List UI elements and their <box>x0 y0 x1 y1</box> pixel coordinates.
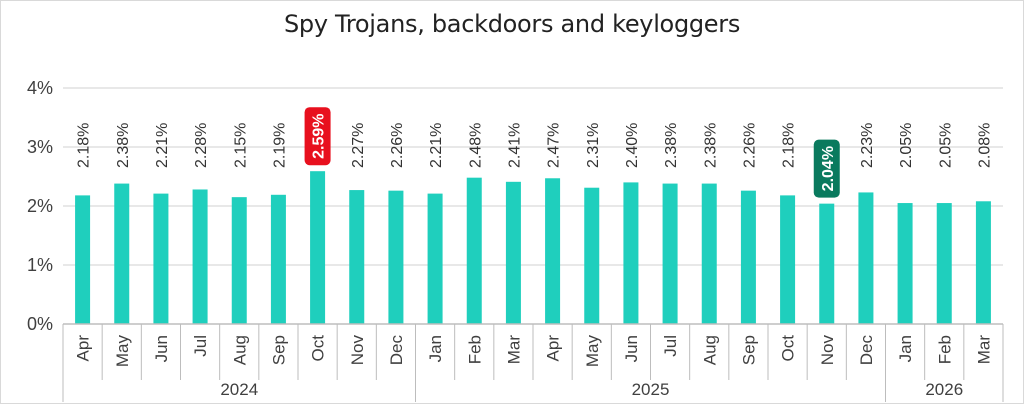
data-label: 2.31% <box>585 123 602 168</box>
x-tick-label: Dec <box>857 335 876 366</box>
highlight-label-box <box>813 139 840 198</box>
x-tick-label: Sep <box>269 335 288 365</box>
data-label: 2.41% <box>506 123 523 168</box>
bar <box>270 194 286 324</box>
bar <box>584 187 600 324</box>
bar <box>466 177 482 324</box>
gridlines <box>63 87 1003 266</box>
x-axis: Apr May Jun Jul Aug Sep Oct Nov Dec Jan Feb Mar Apr M… <box>62 323 1004 402</box>
y-tick-label: 3% <box>27 137 53 157</box>
data-label: 2.08% <box>976 123 993 168</box>
data-label: 2.38% <box>115 123 132 168</box>
bar <box>740 190 756 324</box>
data-label: 2.05% <box>898 123 915 168</box>
data-label: 2.21% <box>428 123 445 168</box>
bar <box>427 193 443 324</box>
bar <box>897 203 913 324</box>
data-labels: 2.18% 2.38% 2.21% 2.28% 2.15% 2.19% 2.59% 2.27%… <box>76 107 993 198</box>
y-tick-label: 2% <box>27 196 53 216</box>
data-label: 2.04% <box>820 146 837 191</box>
data-label: 2.18% <box>781 123 798 168</box>
bar <box>153 193 169 324</box>
x-tick-label: Aug <box>700 335 719 365</box>
data-label: 2.40% <box>624 123 641 168</box>
x-tick-label: Jun <box>152 335 171 362</box>
data-label: 2.26% <box>741 123 758 168</box>
bar <box>819 203 835 324</box>
bar <box>662 183 678 324</box>
data-label: 2.48% <box>467 123 484 168</box>
data-label: 2.28% <box>193 123 210 168</box>
data-label: 2.26% <box>389 123 406 168</box>
y-axis-ticks: 0% 1% 2% 3% 4% <box>27 78 53 334</box>
x-tick-label: Aug <box>230 335 249 365</box>
bar <box>936 203 952 324</box>
bar <box>623 182 639 324</box>
x-tick-label: Nov <box>348 335 367 366</box>
x-tick-label: Feb <box>465 335 484 364</box>
bar <box>349 190 365 324</box>
x-tick-label: May <box>113 335 132 368</box>
data-label: 2.27% <box>350 123 367 168</box>
x-tick-label: Dec <box>387 335 406 366</box>
x-tick-label: Apr <box>74 335 93 362</box>
chart-title: Spy Trojans, backdoors and keyloggers <box>283 10 741 38</box>
bar <box>114 183 130 324</box>
highlight-label-group: 2.59% <box>304 107 331 166</box>
bar <box>75 195 91 324</box>
x-tick-label: Feb <box>935 335 954 364</box>
bar <box>231 197 247 324</box>
x-tick-label: Apr <box>544 335 563 362</box>
year-label: 2026 <box>925 380 963 399</box>
x-tick-label: Jun <box>622 335 641 362</box>
x-tick-label: Mar <box>504 335 523 365</box>
bar <box>780 195 796 324</box>
x-tick-label: Jan <box>896 335 915 362</box>
bar <box>975 201 991 324</box>
x-tick-label: Oct <box>779 335 798 362</box>
year-label: 2024 <box>220 380 258 399</box>
x-tick-label: Sep <box>739 335 758 365</box>
data-label: 2.23% <box>859 123 876 168</box>
data-label: 2.38% <box>702 123 719 168</box>
x-tick-label: May <box>583 335 602 368</box>
bar <box>192 189 208 324</box>
data-label: 2.05% <box>937 123 954 168</box>
x-tick-label: Jan <box>426 335 445 362</box>
y-tick-label: 1% <box>27 255 53 275</box>
highlight-label-group: 2.04% <box>813 139 840 198</box>
bar <box>505 181 521 324</box>
x-tick-label: Jul <box>191 335 210 357</box>
bar <box>310 171 326 324</box>
highlight-label-box <box>304 107 331 166</box>
y-tick-label: 4% <box>27 78 53 98</box>
data-label: 2.59% <box>311 114 328 159</box>
x-tick-label: Jul <box>661 335 680 357</box>
bars <box>75 171 991 324</box>
year-label: 2025 <box>632 380 670 399</box>
x-tick-label: Oct <box>309 335 328 362</box>
data-label: 2.21% <box>154 123 171 168</box>
data-label: 2.47% <box>546 123 563 168</box>
bar <box>545 178 561 324</box>
bar <box>701 183 717 324</box>
x-tick-label: Mar <box>974 335 993 365</box>
y-tick-label: 0% <box>27 314 53 334</box>
data-label: 2.19% <box>271 123 288 168</box>
bar <box>388 190 404 324</box>
data-label: 2.38% <box>663 123 680 168</box>
data-label: 2.18% <box>76 123 93 168</box>
bar <box>858 192 874 324</box>
data-label: 2.15% <box>232 123 249 168</box>
x-tick-label: Nov <box>818 335 837 366</box>
